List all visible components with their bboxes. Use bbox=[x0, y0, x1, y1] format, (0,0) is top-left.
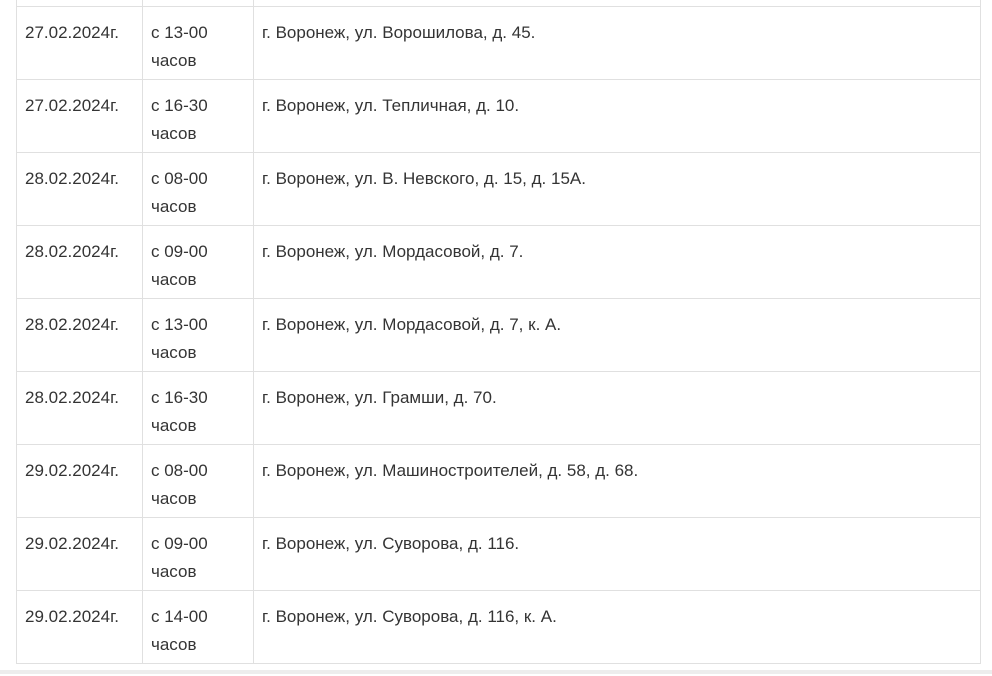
address-cell: г. Воронеж, ул. Машиностроителей, д. 58,… bbox=[253, 443, 981, 518]
table-row: 28.02.2024г. с 09-00 часов г. Воронеж, у… bbox=[16, 224, 981, 299]
time-cell: с 14-00 часов bbox=[142, 589, 254, 664]
date-cell: 28.02.2024г. bbox=[16, 151, 143, 226]
table-row: 27.02.2024г. с 13-00 часов г. Воронеж, у… bbox=[16, 5, 981, 80]
address-cell: г. Воронеж, ул. Грамши, д. 70. bbox=[253, 370, 981, 445]
date-cell: 27.02.2024г. bbox=[16, 5, 143, 80]
time-cell: с 08-00 часов bbox=[142, 443, 254, 518]
table-row: 29.02.2024г. с 14-00 часов г. Воронеж, у… bbox=[16, 589, 981, 664]
address-cell: г. Воронеж, ул. Суворова, д. 116. bbox=[253, 516, 981, 591]
address-cell: г. Воронеж, ул. В. Невского, д. 15, д. 1… bbox=[253, 151, 981, 226]
time-cell: с 13-00 часов bbox=[142, 297, 254, 372]
date-cell: 29.02.2024г. bbox=[16, 516, 143, 591]
time-cell: с 16-30 часов bbox=[142, 370, 254, 445]
table-row: 29.02.2024г. с 09-00 часов г. Воронеж, у… bbox=[16, 516, 981, 591]
date-cell: 28.02.2024г. bbox=[16, 370, 143, 445]
date-cell: 29.02.2024г. bbox=[16, 443, 143, 518]
date-cell: 28.02.2024г. bbox=[16, 297, 143, 372]
time-cell: с 16-30 часов bbox=[142, 78, 254, 153]
outage-schedule-table: 27.02.2024г. с 13-00 часов г. Воронеж, у… bbox=[16, 0, 981, 664]
time-cell: с 08-00 часов bbox=[142, 151, 254, 226]
date-cell: 27.02.2024г. bbox=[16, 78, 143, 153]
table-row: 29.02.2024г. с 08-00 часов г. Воронеж, у… bbox=[16, 443, 981, 518]
next-section-edge bbox=[0, 670, 992, 674]
date-cell: 29.02.2024г. bbox=[16, 589, 143, 664]
time-cell: с 09-00 часов bbox=[142, 516, 254, 591]
date-cell: 28.02.2024г. bbox=[16, 224, 143, 299]
address-cell: г. Воронеж, ул. Мордасовой, д. 7. bbox=[253, 224, 981, 299]
address-cell: г. Воронеж, ул. Мордасовой, д. 7, к. А. bbox=[253, 297, 981, 372]
time-cell: с 13-00 часов bbox=[142, 5, 254, 80]
schedule-table-body: 27.02.2024г. с 13-00 часов г. Воронеж, у… bbox=[16, 0, 981, 664]
address-cell: г. Воронеж, ул. Ворошилова, д. 45. bbox=[253, 5, 981, 80]
time-cell: с 09-00 часов bbox=[142, 224, 254, 299]
table-row: 27.02.2024г. с 16-30 часов г. Воронеж, у… bbox=[16, 78, 981, 153]
table-row: 28.02.2024г. с 16-30 часов г. Воронеж, у… bbox=[16, 370, 981, 445]
table-row: 28.02.2024г. с 08-00 часов г. Воронеж, у… bbox=[16, 151, 981, 226]
table-row: 28.02.2024г. с 13-00 часов г. Воронеж, у… bbox=[16, 297, 981, 372]
address-cell: г. Воронеж, ул. Тепличная, д. 10. bbox=[253, 78, 981, 153]
address-cell: г. Воронеж, ул. Суворова, д. 116, к. А. bbox=[253, 589, 981, 664]
